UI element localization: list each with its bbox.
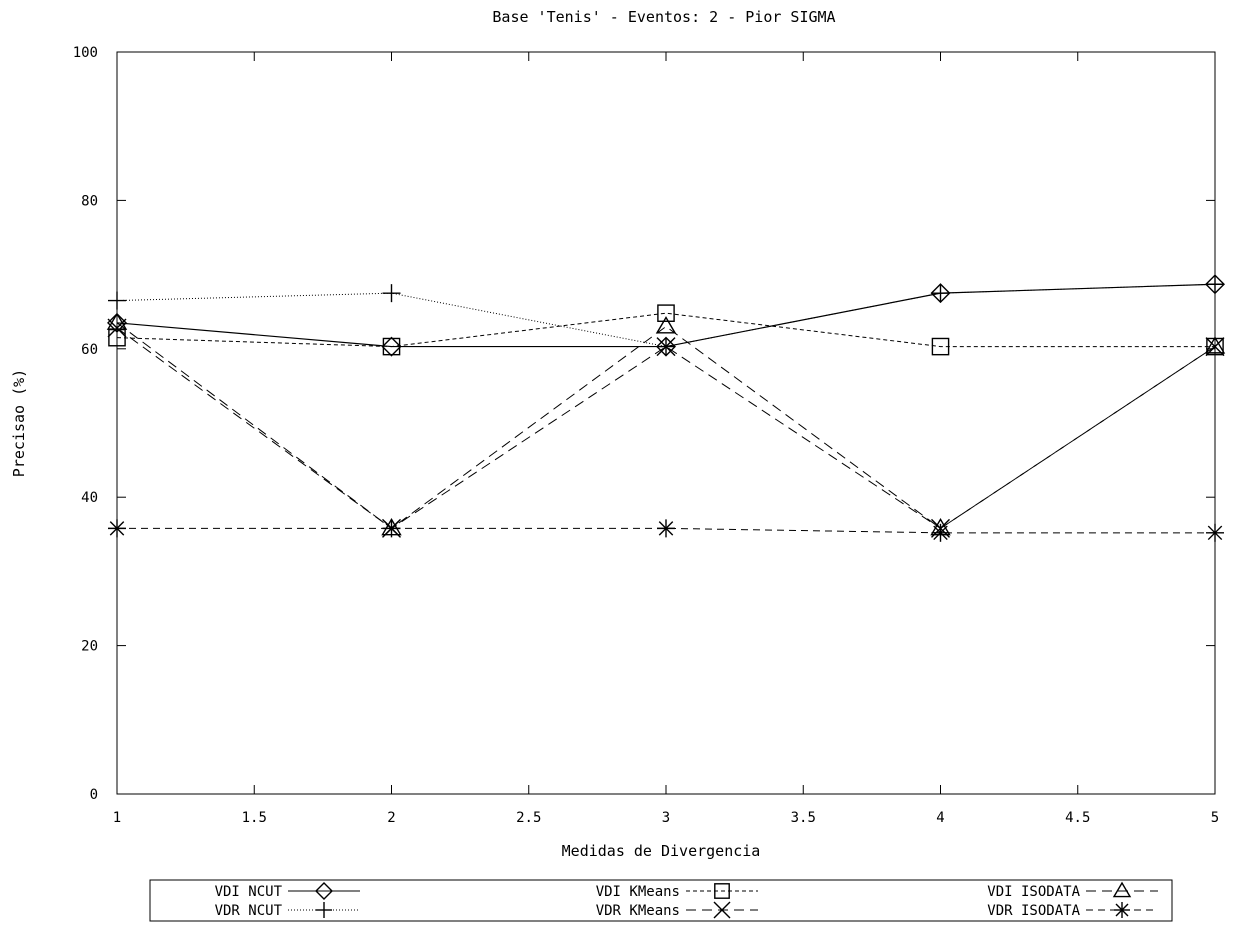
x-tick-label: 2 xyxy=(387,810,395,826)
x-tick-label: 2.5 xyxy=(516,810,541,826)
asterisk-marker xyxy=(384,521,399,536)
series-layer xyxy=(106,274,1226,542)
x-tick-label: 1 xyxy=(113,810,121,826)
square-marker xyxy=(657,304,675,322)
triangle-marker xyxy=(1112,881,1132,898)
x-tick-label: 1.5 xyxy=(242,810,267,826)
x-tick-label: 5 xyxy=(1211,810,1219,826)
legend: VDI NCUT VDR NCUT VDI KMeans VDR KMeans VDI … xyxy=(149,879,1173,922)
asterisk-marker xyxy=(658,521,674,536)
diamond-marker xyxy=(381,336,402,357)
y-tick-label: 100 xyxy=(73,45,98,61)
y-tick-label: 80 xyxy=(81,193,98,209)
square-marker xyxy=(382,337,401,356)
x-marker xyxy=(107,318,127,338)
chart-title: Base 'Tenis' - Eventos: 2 - Pior SIGMA xyxy=(492,8,835,26)
series-line xyxy=(117,527,1215,534)
y-axis-label: Precisao (%) xyxy=(10,369,28,477)
y-tick-label: 20 xyxy=(81,639,98,655)
diamond-marker xyxy=(315,882,333,900)
series-line xyxy=(116,327,1216,529)
diamond-marker xyxy=(107,312,127,333)
x-marker xyxy=(713,901,731,919)
legend-box xyxy=(149,879,1173,922)
legend-label: VDI ISODATA xyxy=(987,884,1080,900)
x-marker xyxy=(656,337,676,357)
asterisk-marker xyxy=(1207,525,1223,541)
square-marker xyxy=(714,883,730,899)
y-tick-label: 60 xyxy=(81,342,98,358)
legend-label: VDI KMeans xyxy=(596,884,680,900)
legend-label: VDR KMeans xyxy=(596,903,680,919)
x-axis-ticks: 1 1.5 2 2.5 3 3.5 4 4.5 5 xyxy=(113,52,1219,826)
x-tick-label: 4 xyxy=(936,810,944,826)
triangle-marker xyxy=(106,312,128,330)
y-tick-label: 40 xyxy=(81,490,98,506)
triangle-marker xyxy=(655,316,677,334)
x-tick-label: 3.5 xyxy=(791,810,816,826)
series-line xyxy=(116,322,1216,529)
series-line xyxy=(116,312,1215,348)
asterisk-marker xyxy=(109,521,125,536)
legend-label: VDI NCUT xyxy=(215,884,283,900)
x-axis-label: Medidas de Divergencia xyxy=(562,842,761,860)
legend-label: VDR NCUT xyxy=(215,903,283,919)
x-tick-label: 4.5 xyxy=(1065,810,1090,826)
asterisk-marker xyxy=(933,525,948,541)
asterisk-marker xyxy=(1115,903,1129,917)
square-marker xyxy=(931,337,950,356)
series-line xyxy=(116,283,1216,348)
x-tick-label: 3 xyxy=(662,810,670,826)
y-tick-label: 0 xyxy=(90,787,98,803)
legend-label: VDR ISODATA xyxy=(987,903,1080,919)
series-vdr-isodata xyxy=(108,519,1224,542)
plot-area-frame xyxy=(116,51,1216,795)
triangle-marker xyxy=(1204,336,1226,354)
series-vdr-ncut xyxy=(108,275,1224,356)
y-axis-ticks: 0 20 40 60 80 100 xyxy=(73,45,1215,803)
